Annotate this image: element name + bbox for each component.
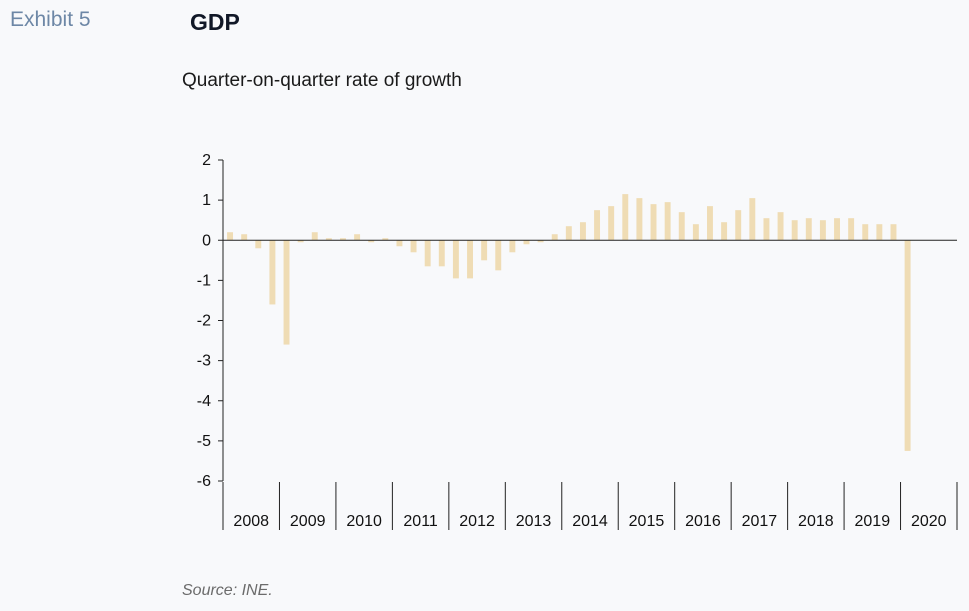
x-year-label: 2015 — [629, 513, 665, 530]
bar-q42 — [805, 218, 812, 241]
bar-q32 — [664, 202, 671, 241]
x-year-label: 2019 — [855, 513, 891, 530]
x-year-label: 2011 — [403, 513, 438, 530]
y-tick-label: 2 — [202, 152, 211, 169]
bar-q5 — [283, 240, 290, 345]
bar-q30 — [636, 198, 643, 241]
bar-q9 — [340, 238, 346, 241]
x-year-label: 2008 — [233, 513, 269, 530]
source-note: Source: INE. — [182, 582, 273, 599]
bar-q45 — [848, 218, 855, 241]
x-year-label: 2010 — [346, 513, 382, 530]
x-year-label: 2018 — [798, 513, 834, 530]
bar-q6 — [297, 240, 304, 243]
y-tick-label: -5 — [197, 433, 211, 450]
bar-q7 — [311, 232, 318, 241]
x-year-label: 2017 — [742, 513, 778, 530]
bar-series — [227, 194, 911, 451]
bar-q22 — [523, 240, 530, 245]
bar-q12 — [382, 238, 389, 241]
bar-q46 — [862, 224, 869, 241]
chart-title: GDP — [190, 9, 240, 35]
y-tick-label: -6 — [197, 473, 211, 490]
y-tick-label: 0 — [202, 232, 211, 249]
bar-q13 — [396, 240, 403, 247]
bar-q36 — [721, 222, 728, 241]
bar-q41 — [791, 220, 798, 241]
bar-q49 — [904, 240, 911, 451]
x-year-labels: 2008 2009 2010 2011 2012 2013 2014 2015 2016 2017… — [233, 513, 946, 530]
bar-q10 — [354, 234, 361, 241]
bar-q3 — [255, 240, 262, 249]
bar-q21 — [509, 240, 516, 253]
bar-q40 — [777, 212, 784, 241]
bar-q18 — [467, 240, 473, 279]
bar-q19 — [481, 240, 488, 261]
bar-q44 — [834, 218, 840, 241]
bar-q25 — [565, 226, 572, 241]
bar-q15 — [424, 240, 431, 267]
y-tick-label: -2 — [197, 313, 211, 330]
bar-q26 — [579, 222, 586, 241]
bar-q43 — [819, 220, 826, 241]
exhibit-label: Exhibit 5 — [10, 8, 91, 31]
bar-q34 — [692, 224, 699, 241]
bar-q8 — [325, 238, 332, 241]
bar-q31 — [650, 204, 657, 241]
bar-q2 — [241, 234, 248, 241]
bar-q47 — [876, 224, 883, 241]
chart-subtitle: Quarter-on-quarter rate of growth — [182, 70, 462, 91]
x-year-label: 2009 — [290, 513, 326, 530]
y-tick-label: -1 — [197, 272, 211, 289]
y-tick-label: -3 — [197, 353, 211, 370]
y-tick-label: -4 — [197, 393, 211, 410]
y-tick-labels: 2 1 0 -1 -2 -3 -4 -5 -6 — [197, 152, 211, 490]
bar-q27 — [594, 210, 601, 241]
bar-q1 — [227, 232, 234, 241]
bar-q16 — [438, 240, 445, 267]
x-year-label: 2016 — [685, 513, 721, 530]
bar-q39 — [763, 218, 770, 241]
chart-axes — [218, 159, 958, 530]
x-year-label: 2020 — [911, 513, 947, 530]
bar-q48 — [890, 224, 897, 241]
bar-q4 — [269, 240, 276, 305]
bar-q24 — [551, 234, 558, 241]
bar-q38 — [749, 198, 756, 241]
bar-q23 — [537, 240, 544, 243]
x-year-label: 2012 — [459, 513, 495, 530]
y-tick-label: 1 — [202, 192, 211, 209]
bar-q11 — [368, 240, 375, 243]
bar-q17 — [452, 240, 459, 279]
bar-q37 — [735, 210, 742, 241]
bar-q33 — [678, 212, 685, 241]
bar-q14 — [410, 240, 417, 253]
x-year-label: 2014 — [572, 513, 608, 530]
bar-q29 — [622, 194, 629, 241]
bar-q28 — [608, 206, 615, 241]
bar-q20 — [495, 240, 502, 271]
bar-q35 — [707, 206, 713, 241]
x-year-label: 2013 — [516, 513, 552, 530]
